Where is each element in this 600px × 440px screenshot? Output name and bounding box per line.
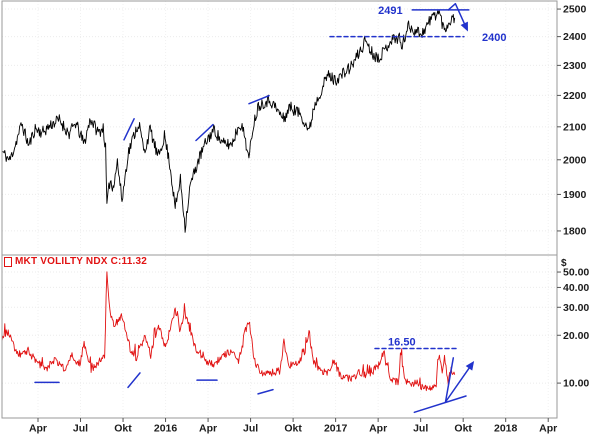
annotation-segment [413, 395, 467, 414]
y-axis-unit-label: $ [561, 258, 567, 269]
y-tick-label: 2000 [563, 154, 587, 166]
x-tick-label: Okt [284, 423, 302, 435]
annotation-segment [257, 388, 274, 395]
y-tick-label: 2300 [563, 60, 587, 72]
x-tick-label: Apr [29, 423, 47, 435]
x-tick-label: Apr [539, 423, 557, 435]
x-tick-label: Jul [73, 423, 88, 435]
annotation-label: 2491 [378, 5, 402, 17]
x-tick-label: Okt [114, 423, 132, 435]
series-legend[interactable]: MKT VOLILTY NDX C:11.32 [4, 256, 147, 267]
annotation-segment [127, 372, 141, 389]
series-legend-label: MKT VOLILTY NDX C:11.32 [15, 256, 148, 267]
y-tick-label: 40.00 [563, 282, 589, 294]
x-tick-label: 2017 [324, 423, 348, 435]
panel-annotations-group: 16.50 [34, 336, 475, 414]
annotation-segment [195, 123, 214, 142]
panel-series-group [2, 9, 456, 233]
x-tick-label: 2016 [154, 423, 178, 435]
y-tick-label: 2100 [563, 121, 587, 133]
y-tick-label: 10.00 [563, 378, 589, 390]
price-series-path [2, 9, 456, 233]
annotation-arrow [447, 2, 468, 30]
y-tick-label: 30.00 [563, 302, 589, 314]
volatility-series-path [2, 271, 456, 392]
y-tick-label: 20.00 [563, 330, 589, 342]
x-tick-label: Apr [199, 423, 217, 435]
annotation-segment [248, 94, 270, 105]
x-tick-label: Okt [454, 423, 472, 435]
annotation-arrowhead [465, 360, 475, 371]
panel-annotations-group: 2491 2400 [123, 2, 507, 142]
x-tick-label: Jul [413, 423, 428, 435]
plot-frame [1, 0, 558, 419]
y-tick-label: 2200 [563, 90, 587, 102]
y-tick-label: 50.00 [563, 267, 589, 279]
panel-series-group [2, 271, 456, 392]
y-tick-label: 2400 [563, 31, 587, 43]
annotation-arrowhead [460, 21, 468, 32]
annotation-label: 2400 [482, 32, 506, 44]
annotation-arrow [444, 357, 474, 403]
annotation-label: 16.50 [388, 336, 416, 348]
y-tick-label: 2500 [563, 4, 587, 16]
y-tick-label: 1900 [563, 189, 587, 201]
series-swatch-icon [4, 257, 12, 267]
x-tick-label: Apr [369, 423, 387, 435]
x-tick-label: Jul [243, 423, 258, 435]
x-tick-label: 2018 [494, 423, 518, 435]
annotation-segment [123, 118, 135, 141]
y-tick-label: 1800 [563, 225, 587, 237]
